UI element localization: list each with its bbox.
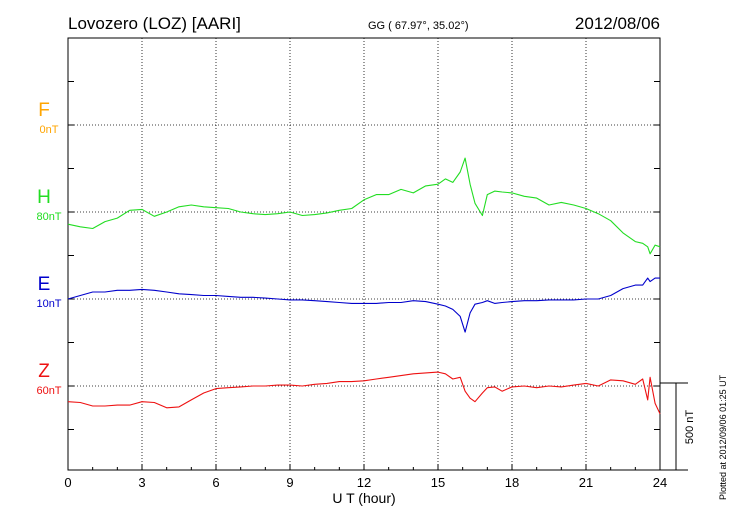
component-letter-E: E (38, 274, 51, 295)
x-axis-title: U T (hour) (332, 490, 395, 506)
component-letter-F: F (38, 100, 50, 121)
x-tick-label: 24 (653, 475, 667, 490)
x-axis-ticks: 0 3 6 9 12 15 18 21 24 (64, 81, 667, 490)
component-letter-H: H (37, 187, 51, 208)
component-letter-Z: Z (38, 361, 50, 382)
x-tick-label: 15 (431, 475, 445, 490)
component-labels: F 0nT H 80nT E 10nT Z 60nT (36, 100, 61, 397)
x-tick-label: 9 (286, 475, 293, 490)
x-tick-label: 3 (138, 475, 145, 490)
x-tick-label: 12 (357, 475, 371, 490)
data-series (67, 157, 661, 415)
date-label: 2012/08/06 (575, 14, 660, 33)
series-line-H (67, 157, 661, 255)
x-tick-label: 21 (579, 475, 593, 490)
grid-lines (68, 38, 660, 470)
plotted-timestamp: Plotted at 2012/09/06 01:25 UT (718, 374, 728, 500)
x-tick-label: 18 (505, 475, 519, 490)
component-offset-E: 10nT (36, 298, 61, 310)
x-tick-label: 6 (212, 475, 219, 490)
x-tick-label: 0 (64, 475, 71, 490)
scale-bar-label: 500 nT (684, 410, 696, 445)
scale-bar: 500 nT (660, 382, 696, 471)
station-title: Lovozero (LOZ) [AARI] (68, 14, 241, 33)
coordinates-label: GG ( 67.97°, 35.02°) (368, 20, 469, 32)
series-line-Z (67, 371, 661, 415)
component-offset-Z: 60nT (36, 385, 61, 397)
series-line-E (67, 277, 660, 333)
component-offset-H: 80nT (36, 211, 61, 223)
component-offset-F: 0nT (40, 124, 59, 136)
